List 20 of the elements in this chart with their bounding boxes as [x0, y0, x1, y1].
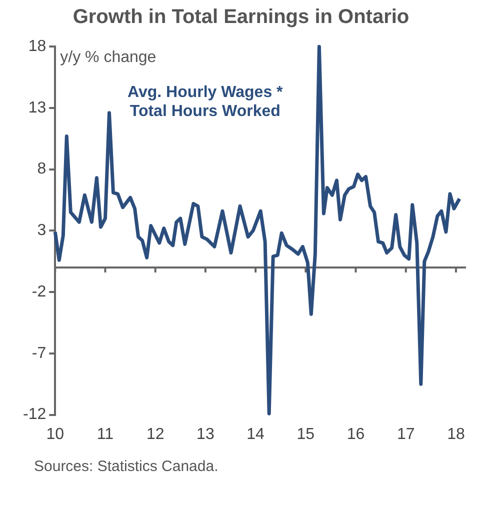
source-note: Sources: Statistics Canada. — [34, 458, 218, 475]
y-tick-label: 18 — [28, 38, 46, 56]
y-tick-label: -7 — [32, 344, 46, 362]
y-tick-label: 8 — [37, 160, 46, 178]
y-axis-title: y/y % change — [60, 49, 156, 66]
y-tick-label: 3 — [37, 222, 46, 240]
x-tick-label: 17 — [396, 426, 415, 443]
x-tick-label: 16 — [346, 426, 365, 443]
x-tick-label: 10 — [46, 426, 64, 443]
x-tick-label: 14 — [246, 426, 265, 443]
x-tick-label: 11 — [96, 426, 114, 443]
series-label: Avg. Hourly Wages * Total Hours Worked — [127, 84, 284, 120]
y-tick-label: 13 — [28, 99, 46, 116]
y-tick-label: -12 — [23, 406, 46, 424]
chart-title: Growth in Total Earnings in Ontario — [72, 6, 410, 29]
x-tick-label: 18 — [447, 426, 465, 443]
x-tick-label: 12 — [146, 426, 164, 443]
x-tick-label: 15 — [296, 426, 315, 443]
x-tick-label: 13 — [196, 426, 214, 443]
y-tick-label: -2 — [32, 283, 46, 300]
